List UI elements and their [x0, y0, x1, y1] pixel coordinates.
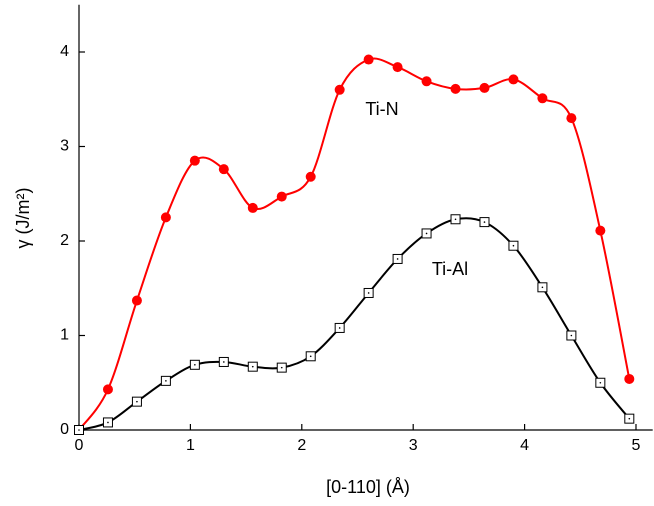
point-dot	[541, 286, 544, 289]
x-tick-label: 3	[409, 437, 418, 454]
x-tick-label: 0	[75, 437, 84, 454]
point	[102, 384, 113, 395]
point-dot	[251, 365, 254, 368]
point-dot	[194, 363, 196, 366]
point	[479, 82, 490, 93]
point-dot	[309, 355, 312, 358]
point	[595, 225, 606, 236]
y-tick-label: 2	[60, 232, 69, 249]
point-dot	[512, 244, 515, 247]
point	[305, 171, 316, 182]
point	[624, 373, 635, 384]
point	[131, 295, 142, 306]
point-dot	[570, 334, 573, 337]
point-dot	[454, 218, 457, 221]
point-dot	[599, 381, 602, 384]
point-dot	[165, 380, 167, 382]
point-dot	[338, 327, 341, 329]
point	[392, 62, 403, 73]
point	[421, 76, 432, 87]
series-label: Ti-N	[365, 99, 398, 119]
point	[218, 164, 229, 175]
series-line	[78, 217, 631, 431]
point	[566, 113, 577, 124]
point	[508, 74, 519, 85]
point	[334, 84, 345, 95]
point-dot	[136, 400, 138, 403]
point-dot	[628, 417, 631, 420]
point-dot	[425, 232, 428, 235]
x-axis-label: [0-110] (Å)	[326, 477, 410, 497]
point-dot	[396, 258, 399, 260]
x-tick-label: 1	[186, 437, 195, 454]
x-tick-label: 4	[520, 437, 529, 454]
point	[537, 93, 548, 104]
point-dot	[223, 361, 225, 363]
x-tick-label: 2	[297, 437, 306, 454]
point	[276, 191, 287, 202]
point	[363, 54, 374, 65]
point-dot	[367, 292, 370, 294]
y-tick-label: 4	[60, 43, 69, 60]
y-tick-label: 1	[60, 327, 69, 344]
point-dot	[483, 221, 486, 223]
series-line	[78, 57, 631, 431]
point	[247, 202, 258, 213]
y-tick-label: 0	[60, 421, 69, 438]
y-axis-label: γ (J/m²)	[13, 188, 33, 249]
point	[189, 155, 200, 166]
point	[450, 83, 461, 94]
x-tick-label: 5	[632, 437, 641, 454]
point-dot	[280, 366, 283, 369]
point-dot	[78, 429, 80, 431]
point	[160, 212, 171, 223]
y-tick-label: 3	[60, 138, 69, 155]
series-label: Ti-Al	[432, 259, 468, 279]
point-dot	[107, 421, 109, 424]
